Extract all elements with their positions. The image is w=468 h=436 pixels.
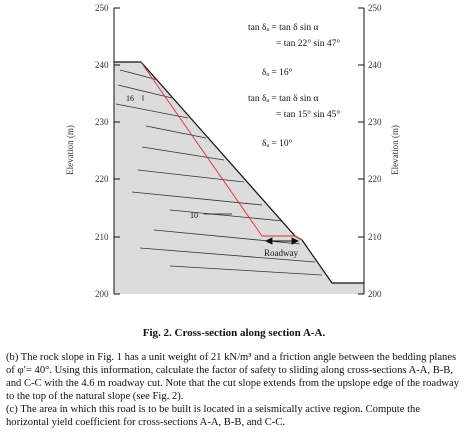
right-tick-label: 240 xyxy=(368,60,382,70)
dip-label-16: 16 xyxy=(126,94,134,103)
left-tick-label: 250 xyxy=(95,3,109,13)
left-tick-label: 240 xyxy=(95,60,109,70)
rock-mass xyxy=(114,62,364,294)
right-tick-label: 210 xyxy=(368,232,382,242)
cross-section-diagram: 250 240 230 220 210 200 Elevation (m) 25… xyxy=(65,3,400,299)
left-tick-label: 210 xyxy=(95,232,109,242)
equation-line: δₐ = 16° xyxy=(262,67,293,78)
roadway-label: Roadway xyxy=(264,248,298,258)
left-axis xyxy=(113,7,120,295)
equation-line: tan δₐ = tan δ sin α xyxy=(248,94,318,104)
dip-label-10: 10 xyxy=(190,211,198,220)
problem-text: (b) The rock slope in Fig. 1 has a unit … xyxy=(6,351,464,429)
equation-line: tan δₐ = tan δ sin α xyxy=(248,23,318,33)
paragraph-c: (c) The area in which this road is to be… xyxy=(6,404,421,428)
right-tick-label: 230 xyxy=(368,117,382,127)
left-tick-label: 200 xyxy=(95,289,109,299)
bedding-planes xyxy=(115,69,323,276)
left-tick-label: 220 xyxy=(95,174,109,184)
roadway-arrow xyxy=(264,237,300,245)
paragraph-b: (b) The rock slope in Fig. 1 has a unit … xyxy=(6,352,460,402)
equation-line: = tan 22° sin 47° xyxy=(276,38,340,49)
equation-line: = tan 15° sin 45° xyxy=(276,109,340,120)
left-axis-title: Elevation (m) xyxy=(65,125,75,175)
right-tick-label: 220 xyxy=(368,174,382,184)
right-tick-label: 200 xyxy=(368,289,382,299)
equation-line: δₐ = 10° xyxy=(262,138,293,149)
right-axis-title: Elevation (m) xyxy=(390,125,400,175)
roadway-cut-outline xyxy=(140,61,303,241)
right-tick-label: 250 xyxy=(368,3,382,13)
equations: tan δₐ = tan δ sin α = tan 22° sin 47° δ… xyxy=(248,23,340,149)
left-tick-labels: 250 240 230 220 210 200 xyxy=(95,3,109,299)
figure-caption: Fig. 2. Cross-section along section A-A. xyxy=(142,327,326,339)
left-tick-label: 230 xyxy=(95,117,109,127)
cross-section-svg: 250 240 230 220 210 200 Elevation (m) 25… xyxy=(65,3,400,299)
right-axis xyxy=(358,7,365,295)
right-tick-labels: 250 240 230 220 210 200 xyxy=(368,3,382,299)
